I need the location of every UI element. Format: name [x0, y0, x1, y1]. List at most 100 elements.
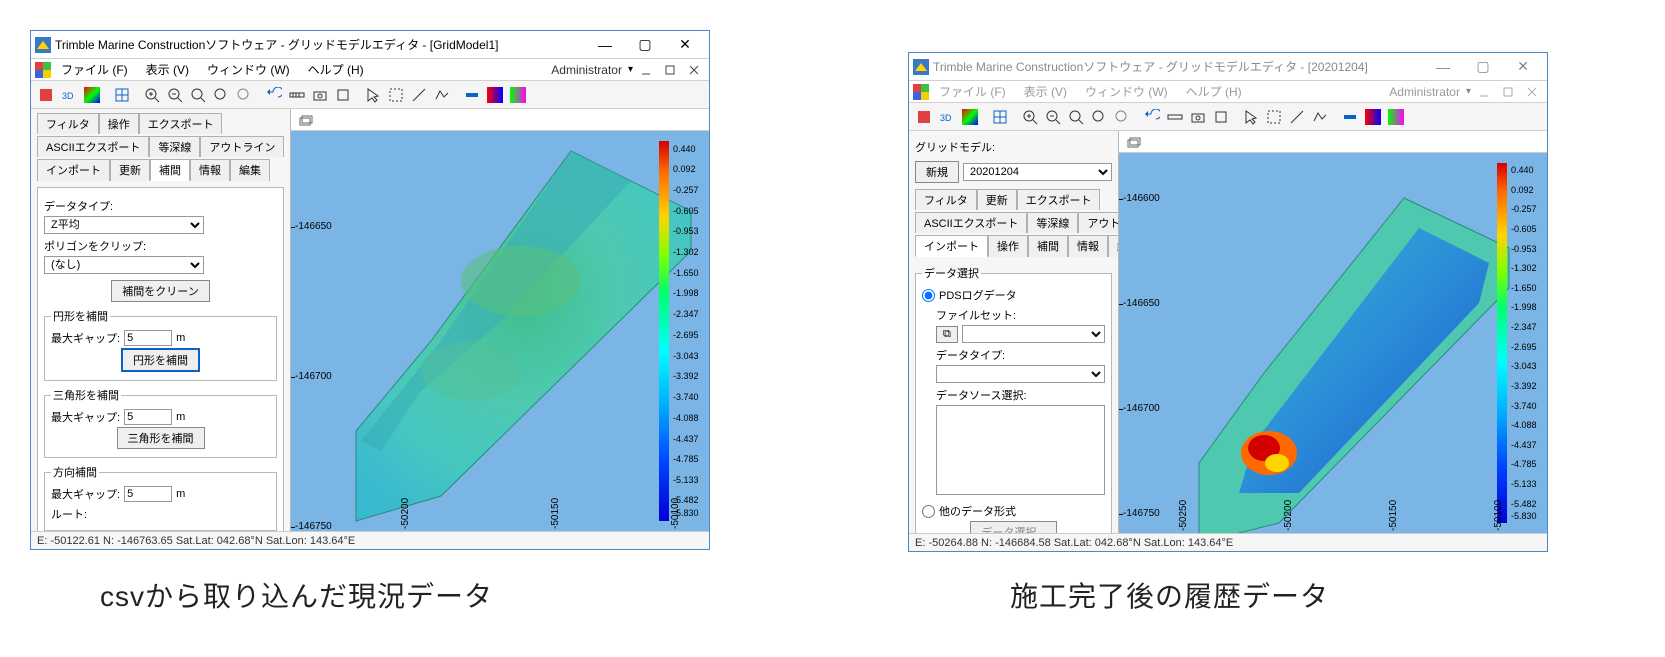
polygon-select[interactable]: (なし) [44, 256, 204, 274]
tool-pointer-icon[interactable] [1240, 106, 1262, 128]
menu-help[interactable]: ヘルプ (H) [1178, 81, 1250, 102]
tab-info[interactable]: 情報 [190, 159, 230, 181]
menu-view[interactable]: 表示 (V) [1016, 81, 1075, 102]
tab-interp[interactable]: 補間 [150, 159, 190, 181]
tool-line-icon[interactable] [408, 84, 430, 106]
maximize-button[interactable]: ▢ [625, 32, 665, 58]
data-select-button[interactable]: データ選択... [970, 521, 1056, 533]
tab-filter[interactable]: フィルタ [37, 113, 99, 134]
tool-select-icon[interactable] [1263, 106, 1285, 128]
gridmodel-select[interactable]: 20201204 [963, 163, 1112, 181]
tool-camera-icon[interactable] [1187, 106, 1209, 128]
tool-zoom-prev-icon[interactable] [1088, 106, 1110, 128]
admin-dropdown-icon[interactable]: ▾ [628, 64, 633, 75]
tab-outline[interactable]: アウトライン [200, 136, 284, 157]
maxgap-input-1[interactable] [124, 330, 172, 346]
tab-export[interactable]: エクスポート [139, 113, 223, 134]
tool-toggle1-icon[interactable] [461, 84, 483, 106]
tool-toggle1-icon[interactable] [1339, 106, 1361, 128]
child-close-icon[interactable] [1521, 81, 1543, 103]
canvas[interactable]: 0.4400.092-0.257-0.605-0.953-1.302-1.650… [291, 131, 709, 531]
menu-window[interactable]: ウィンドウ (W) [199, 59, 298, 80]
admin-dropdown-icon[interactable]: ▾ [1466, 86, 1471, 97]
tool-zoom-in-icon[interactable] [141, 84, 163, 106]
tool-palette-icon[interactable] [81, 84, 103, 106]
pds-radio[interactable] [922, 289, 935, 302]
tool-zoom-prev-icon[interactable] [210, 84, 232, 106]
tool-3d-icon[interactable]: 3D [936, 106, 958, 128]
tool-palette-icon[interactable] [959, 106, 981, 128]
circle-interp-button[interactable]: 円形を補間 [121, 348, 200, 372]
fileset-browse-button[interactable]: ⧉ [936, 326, 958, 343]
tool-rect-icon[interactable] [1210, 106, 1232, 128]
other-radio[interactable] [922, 505, 935, 518]
child-restore-icon[interactable] [659, 59, 681, 81]
canvas-layers-icon[interactable] [1123, 131, 1145, 153]
tab-update[interactable]: 更新 [110, 159, 150, 181]
close-button[interactable]: ✕ [665, 32, 705, 58]
tool-gradient2-icon[interactable] [507, 84, 529, 106]
tab-interp[interactable]: 補間 [1028, 235, 1068, 257]
tool-select-icon[interactable] [385, 84, 407, 106]
menu-window[interactable]: ウィンドウ (W) [1077, 81, 1176, 102]
tool-gradient-icon[interactable] [1362, 106, 1384, 128]
maxgap-input-3[interactable] [124, 486, 172, 502]
tool-gradient2-icon[interactable] [1385, 106, 1407, 128]
tool-zoom-fit-icon[interactable] [187, 84, 209, 106]
tab-info[interactable]: 情報 [1068, 235, 1108, 257]
close-button[interactable]: ✕ [1503, 54, 1543, 80]
tool-ruler-icon[interactable] [1164, 106, 1186, 128]
child-minimize-icon[interactable] [635, 59, 657, 81]
tab-outline[interactable]: アウトライン [1078, 212, 1119, 233]
tool-undo-icon[interactable] [1141, 106, 1163, 128]
child-restore-icon[interactable] [1497, 81, 1519, 103]
tab-filter[interactable]: フィルタ [915, 189, 977, 210]
canvas-layers-icon[interactable] [295, 109, 317, 131]
menu-help[interactable]: ヘルプ (H) [300, 59, 372, 80]
menu-file[interactable]: ファイル (F) [53, 59, 136, 80]
child-minimize-icon[interactable] [1473, 81, 1495, 103]
tool-zoom-out-icon[interactable] [164, 84, 186, 106]
tool-zoom-out-icon[interactable] [1042, 106, 1064, 128]
tool-pointer-icon[interactable] [362, 84, 384, 106]
tab-import[interactable]: インポート [915, 235, 988, 257]
tool-undo-icon[interactable] [263, 84, 285, 106]
fileset-select[interactable] [962, 325, 1105, 343]
menu-file[interactable]: ファイル (F) [931, 81, 1014, 102]
canvas[interactable]: 0.4400.092-0.257-0.605-0.953-1.302-1.650… [1119, 153, 1547, 533]
tab-update[interactable]: 更新 [977, 189, 1017, 210]
tool-zoom-next-icon[interactable] [1111, 106, 1133, 128]
tool-line-icon[interactable] [1286, 106, 1308, 128]
tool-zoom-in-icon[interactable] [1019, 106, 1041, 128]
minimize-button[interactable]: — [1423, 54, 1463, 80]
tab-import[interactable]: インポート [37, 159, 110, 181]
tool-cube-icon[interactable] [35, 84, 57, 106]
tab-operate[interactable]: 操作 [988, 235, 1028, 257]
tri-interp-button[interactable]: 三角形を補間 [117, 427, 205, 449]
tool-poly-icon[interactable] [1309, 106, 1331, 128]
tool-poly-icon[interactable] [431, 84, 453, 106]
datasource-listbox[interactable] [936, 405, 1105, 495]
tool-rect-icon[interactable] [332, 84, 354, 106]
tool-grid-icon[interactable] [111, 84, 133, 106]
child-close-icon[interactable] [683, 59, 705, 81]
tab-ascii[interactable]: ASCIIエクスポート [915, 212, 1027, 233]
clean-interp-button[interactable]: 補間をクリーン [111, 280, 209, 302]
tab-contour[interactable]: 等深線 [149, 136, 200, 157]
tool-camera-icon[interactable] [309, 84, 331, 106]
tab-edit[interactable]: 編集 [230, 159, 270, 181]
tool-3d-icon[interactable]: 3D [58, 84, 80, 106]
tool-gradient-icon[interactable] [484, 84, 506, 106]
tool-ruler-icon[interactable] [286, 84, 308, 106]
menu-view[interactable]: 表示 (V) [138, 59, 197, 80]
tool-grid-icon[interactable] [989, 106, 1011, 128]
minimize-button[interactable]: — [585, 32, 625, 58]
tab-edit[interactable]: 編集 [1108, 235, 1119, 257]
maxgap-input-2[interactable] [124, 409, 172, 425]
tab-operate[interactable]: 操作 [99, 113, 139, 134]
maximize-button[interactable]: ▢ [1463, 54, 1503, 80]
new-button[interactable]: 新規 [915, 161, 959, 183]
tab-contour[interactable]: 等深線 [1027, 212, 1078, 233]
tool-zoom-fit-icon[interactable] [1065, 106, 1087, 128]
datatype-select[interactable] [936, 365, 1105, 383]
